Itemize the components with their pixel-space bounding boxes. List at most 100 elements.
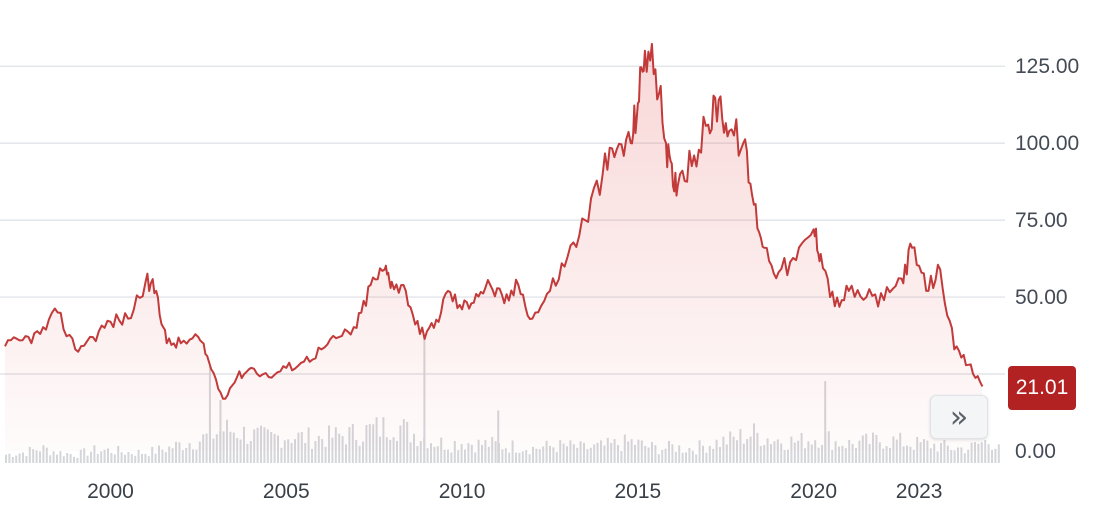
volume-bar: [909, 446, 912, 463]
volume-bar: [688, 447, 691, 463]
volume-bar: [725, 444, 728, 463]
volume-bar: [933, 443, 936, 463]
volume-bar: [651, 442, 653, 463]
volume-bar: [501, 449, 504, 463]
volume-bar: [147, 456, 150, 463]
volume-bar: [926, 440, 929, 463]
volume-bar: [555, 451, 558, 463]
volume-bar: [511, 440, 514, 463]
volume-bar: [640, 440, 643, 463]
volume-bar: [895, 439, 898, 463]
volume-bar: [610, 442, 613, 463]
volume-bar: [685, 452, 687, 463]
volume-bar: [69, 454, 72, 463]
volume-bar: [583, 442, 585, 463]
volume-bar: [586, 449, 589, 463]
volume-bar: [290, 443, 293, 463]
volume-bar: [770, 444, 772, 463]
volume-bar: [181, 450, 184, 463]
volume-bar: [814, 440, 817, 463]
volume-bar: [76, 457, 79, 463]
volume-bar: [664, 448, 667, 463]
volume-bar: [59, 451, 62, 463]
volume-bar: [943, 439, 946, 463]
volume-bar: [674, 451, 677, 463]
volume-bar: [647, 447, 650, 463]
volume-bar: [508, 452, 511, 463]
price-area: [5, 43, 983, 452]
double-chevron-right-icon: »: [949, 399, 969, 435]
price-series-line: [4, 42, 984, 400]
volume-bar: [797, 440, 800, 463]
volume-bar: [39, 451, 41, 463]
volume-bar: [817, 447, 820, 463]
volume-bar: [906, 445, 908, 463]
volume-bar: [66, 452, 69, 463]
volume-bar: [997, 444, 1000, 463]
volume-bar: [453, 441, 456, 463]
volume-bar: [593, 444, 596, 463]
volume-bar: [450, 452, 453, 463]
volume-bar: [528, 454, 531, 463]
volume-bar: [936, 451, 939, 463]
volume-bar: [283, 440, 286, 463]
x-tick-label-0: 2000: [87, 480, 134, 503]
volume-bar: [484, 440, 487, 463]
volume-bar: [192, 449, 194, 463]
volume-bar: [719, 447, 721, 463]
volume-bar: [613, 439, 616, 463]
volume-bar: [110, 452, 113, 463]
volume-bar: [576, 447, 579, 463]
volume-bar: [994, 448, 997, 463]
volume-bar: [22, 452, 24, 463]
volume-bar: [535, 448, 538, 463]
volume-bar: [957, 447, 959, 463]
volume-bar: [130, 454, 133, 463]
volume-bar: [834, 441, 837, 463]
x-tick-label-4: 2020: [790, 480, 837, 503]
volume-bar: [702, 445, 704, 463]
volume-bar: [538, 449, 541, 463]
volume-bar: [644, 445, 647, 463]
volume-bar: [280, 447, 283, 463]
volume-bar: [103, 449, 106, 463]
scroll-right-button[interactable]: »: [930, 395, 988, 439]
volume-bar: [362, 441, 364, 463]
x-axis-ticks: 2000 2005 2010 2015 2020 2023: [87, 480, 942, 503]
volume-bar: [28, 446, 31, 463]
volume-bar: [188, 443, 191, 463]
volume-bar: [42, 445, 45, 463]
volume-bar: [127, 451, 130, 463]
volume-bar: [83, 448, 86, 463]
volume-bar: [52, 451, 55, 463]
volume-bar: [807, 441, 810, 463]
volume-bar: [443, 449, 446, 463]
volume-bar: [141, 453, 143, 463]
volume-bar: [885, 446, 888, 463]
volume-bar: [90, 451, 92, 463]
volume-bar: [45, 447, 48, 463]
volume-bar: [504, 448, 507, 463]
volume-bar: [919, 442, 922, 463]
volume-bar: [433, 446, 436, 463]
volume-bar: [671, 444, 674, 463]
volume-bar: [5, 454, 7, 463]
volume-bar: [940, 443, 942, 463]
volume-bar: [430, 443, 432, 463]
volume-bar: [171, 448, 174, 463]
volume-bar: [838, 446, 840, 463]
volume-bar: [113, 454, 116, 463]
volume-bar: [532, 446, 534, 463]
volume-bar: [977, 443, 980, 463]
volume-bar: [715, 439, 718, 463]
volume-bar: [776, 439, 779, 463]
volume-bar: [705, 452, 708, 463]
volume-bar: [447, 449, 449, 463]
volume-bar: [467, 443, 470, 463]
volume-bar: [175, 441, 177, 463]
volume-bar: [970, 442, 973, 463]
volume-bar: [93, 445, 96, 463]
volume-bar: [559, 440, 562, 463]
volume-bar: [161, 449, 164, 463]
volume-bar: [249, 441, 252, 463]
